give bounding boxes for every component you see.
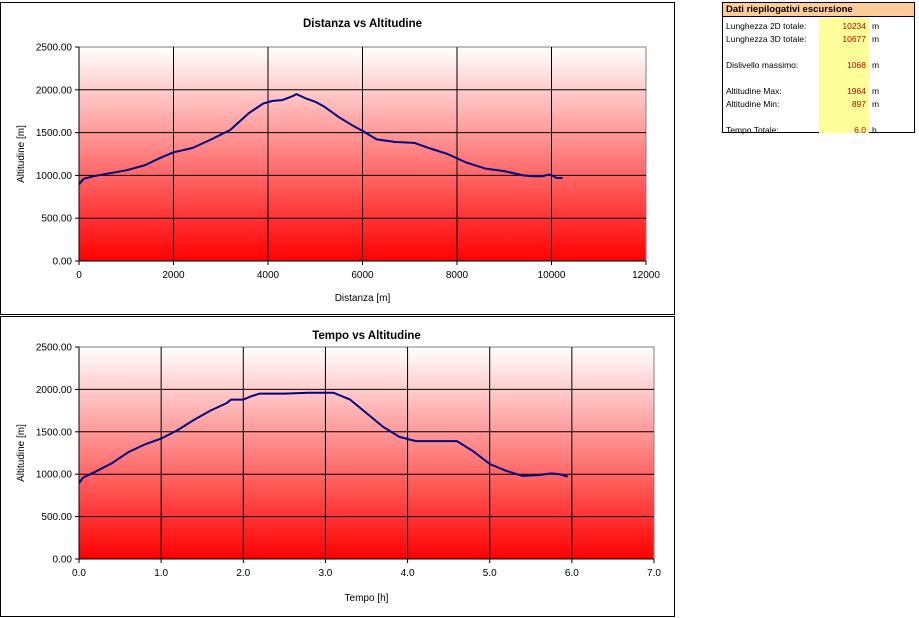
x-tick-label: 10000: [538, 270, 566, 281]
x-tick-label: 6.0: [565, 568, 579, 579]
x-axis-label: Tempo [h]: [345, 593, 389, 604]
summary-body: Lunghezza 2D totale: 10234 m Lunghezza 3D t…: [723, 17, 916, 136]
y-axis-label: Altitudine [m]: [16, 125, 27, 183]
plot-area: [78, 346, 655, 560]
y-tick-label: 500.00: [41, 512, 72, 523]
y-tick-label: 1500.00: [36, 427, 73, 438]
summary-value: 6.0: [854, 125, 866, 135]
summary-unit: m: [872, 60, 880, 70]
y-tick-label: 1000.00: [36, 171, 73, 182]
x-tick-label: 4.0: [401, 568, 415, 579]
summary-unit: m: [872, 86, 880, 96]
summary-title: Dati riepilogativi escursione: [723, 3, 914, 17]
y-tick-label: 2000.00: [36, 85, 73, 96]
chart-title: Distanza vs Altitudine: [303, 18, 422, 30]
summary-unit: h: [872, 125, 877, 135]
summary-table: Dati riepilogativi escursione Lunghezza …: [722, 2, 916, 136]
x-axis-label: Distanza [m]: [335, 293, 391, 304]
y-tick-label: 2500.00: [36, 343, 73, 354]
chart-svg: 0 2000 4000 6000 8000 10000 12000 0.00 500.00 100…: [16, 18, 660, 304]
summary-label: Altitudine Max:: [726, 86, 782, 96]
summary-label: Altitudine Min:: [726, 99, 780, 109]
chart-distance-altitude: 0 2000 4000 6000 8000 10000 12000 0.00 500.00 100…: [0, 2, 675, 315]
x-tick-label: 7.0: [647, 568, 661, 579]
chart-time-altitude: 0.0 1.0 2.0 3.0 4.0 5.0 6.0 7.0 0.00 500.00 1000.0…: [0, 316, 675, 617]
chart-svg: 0.0 1.0 2.0 3.0 4.0 5.0 6.0 7.0 0.00 500.00 1000.0…: [16, 330, 661, 604]
summary-row: [723, 72, 916, 84]
summary-value: 10234: [842, 21, 866, 31]
summary-row: Lunghezza 3D totale: 10677 m: [723, 33, 916, 45]
x-tick-label: 2000: [162, 270, 185, 281]
summary-row: Dislivello massimo: 1068 m: [723, 59, 916, 71]
x-tick-label: 0.0: [72, 568, 86, 579]
x-tick-label: 5.0: [483, 568, 497, 579]
summary-row: [723, 111, 916, 123]
y-axis-label: Altitudine [m]: [16, 424, 27, 482]
summary-label: Lunghezza 2D totale:: [726, 21, 807, 31]
x-tick-label: 6000: [351, 270, 374, 281]
y-tick-label: 0.00: [53, 555, 73, 566]
summary-unit: m: [872, 99, 880, 109]
summary-unit: m: [872, 21, 880, 31]
y-tick-label: 1500.00: [36, 128, 73, 139]
y-tick-label: 2000.00: [36, 385, 73, 396]
summary-label: Tempo Totale:: [726, 125, 779, 135]
x-tick-label: 4000: [257, 270, 280, 281]
y-tick-label: 2500.00: [36, 43, 73, 54]
x-tick-label: 12000: [632, 270, 660, 281]
y-tick-label: 1000.00: [36, 470, 73, 481]
x-tick-label: 8000: [446, 270, 469, 281]
x-tick-label: 1.0: [154, 568, 168, 579]
summary-value: 1964: [847, 86, 866, 96]
summary-label: Lunghezza 3D totale:: [726, 34, 807, 44]
summary-values-column: [819, 17, 869, 133]
y-tick-label: 0.00: [53, 257, 73, 268]
series-line: [78, 93, 563, 185]
summary-label: Dislivello massimo:: [726, 60, 799, 70]
x-tick-label: 2.0: [236, 568, 250, 579]
summary-row: Tempo Totale: 6.0 h: [723, 124, 916, 136]
chart-title: Tempo vs Altitudine: [312, 330, 421, 342]
summary-value: 10677: [842, 34, 866, 44]
summary-row: [723, 46, 916, 58]
summary-unit: m: [872, 34, 880, 44]
x-tick-label: 0: [76, 270, 82, 281]
summary-value: 1068: [847, 60, 866, 70]
summary-row: Altitudine Max: 1964 m: [723, 85, 916, 97]
summary-row: Lunghezza 2D totale: 10234 m: [723, 20, 916, 32]
summary-value: 897: [851, 99, 866, 109]
y-tick-label: 500.00: [41, 214, 72, 225]
summary-row: Altitudine Min: 897 m: [723, 98, 916, 110]
series-line: [78, 391, 569, 484]
x-tick-label: 3.0: [318, 568, 332, 579]
